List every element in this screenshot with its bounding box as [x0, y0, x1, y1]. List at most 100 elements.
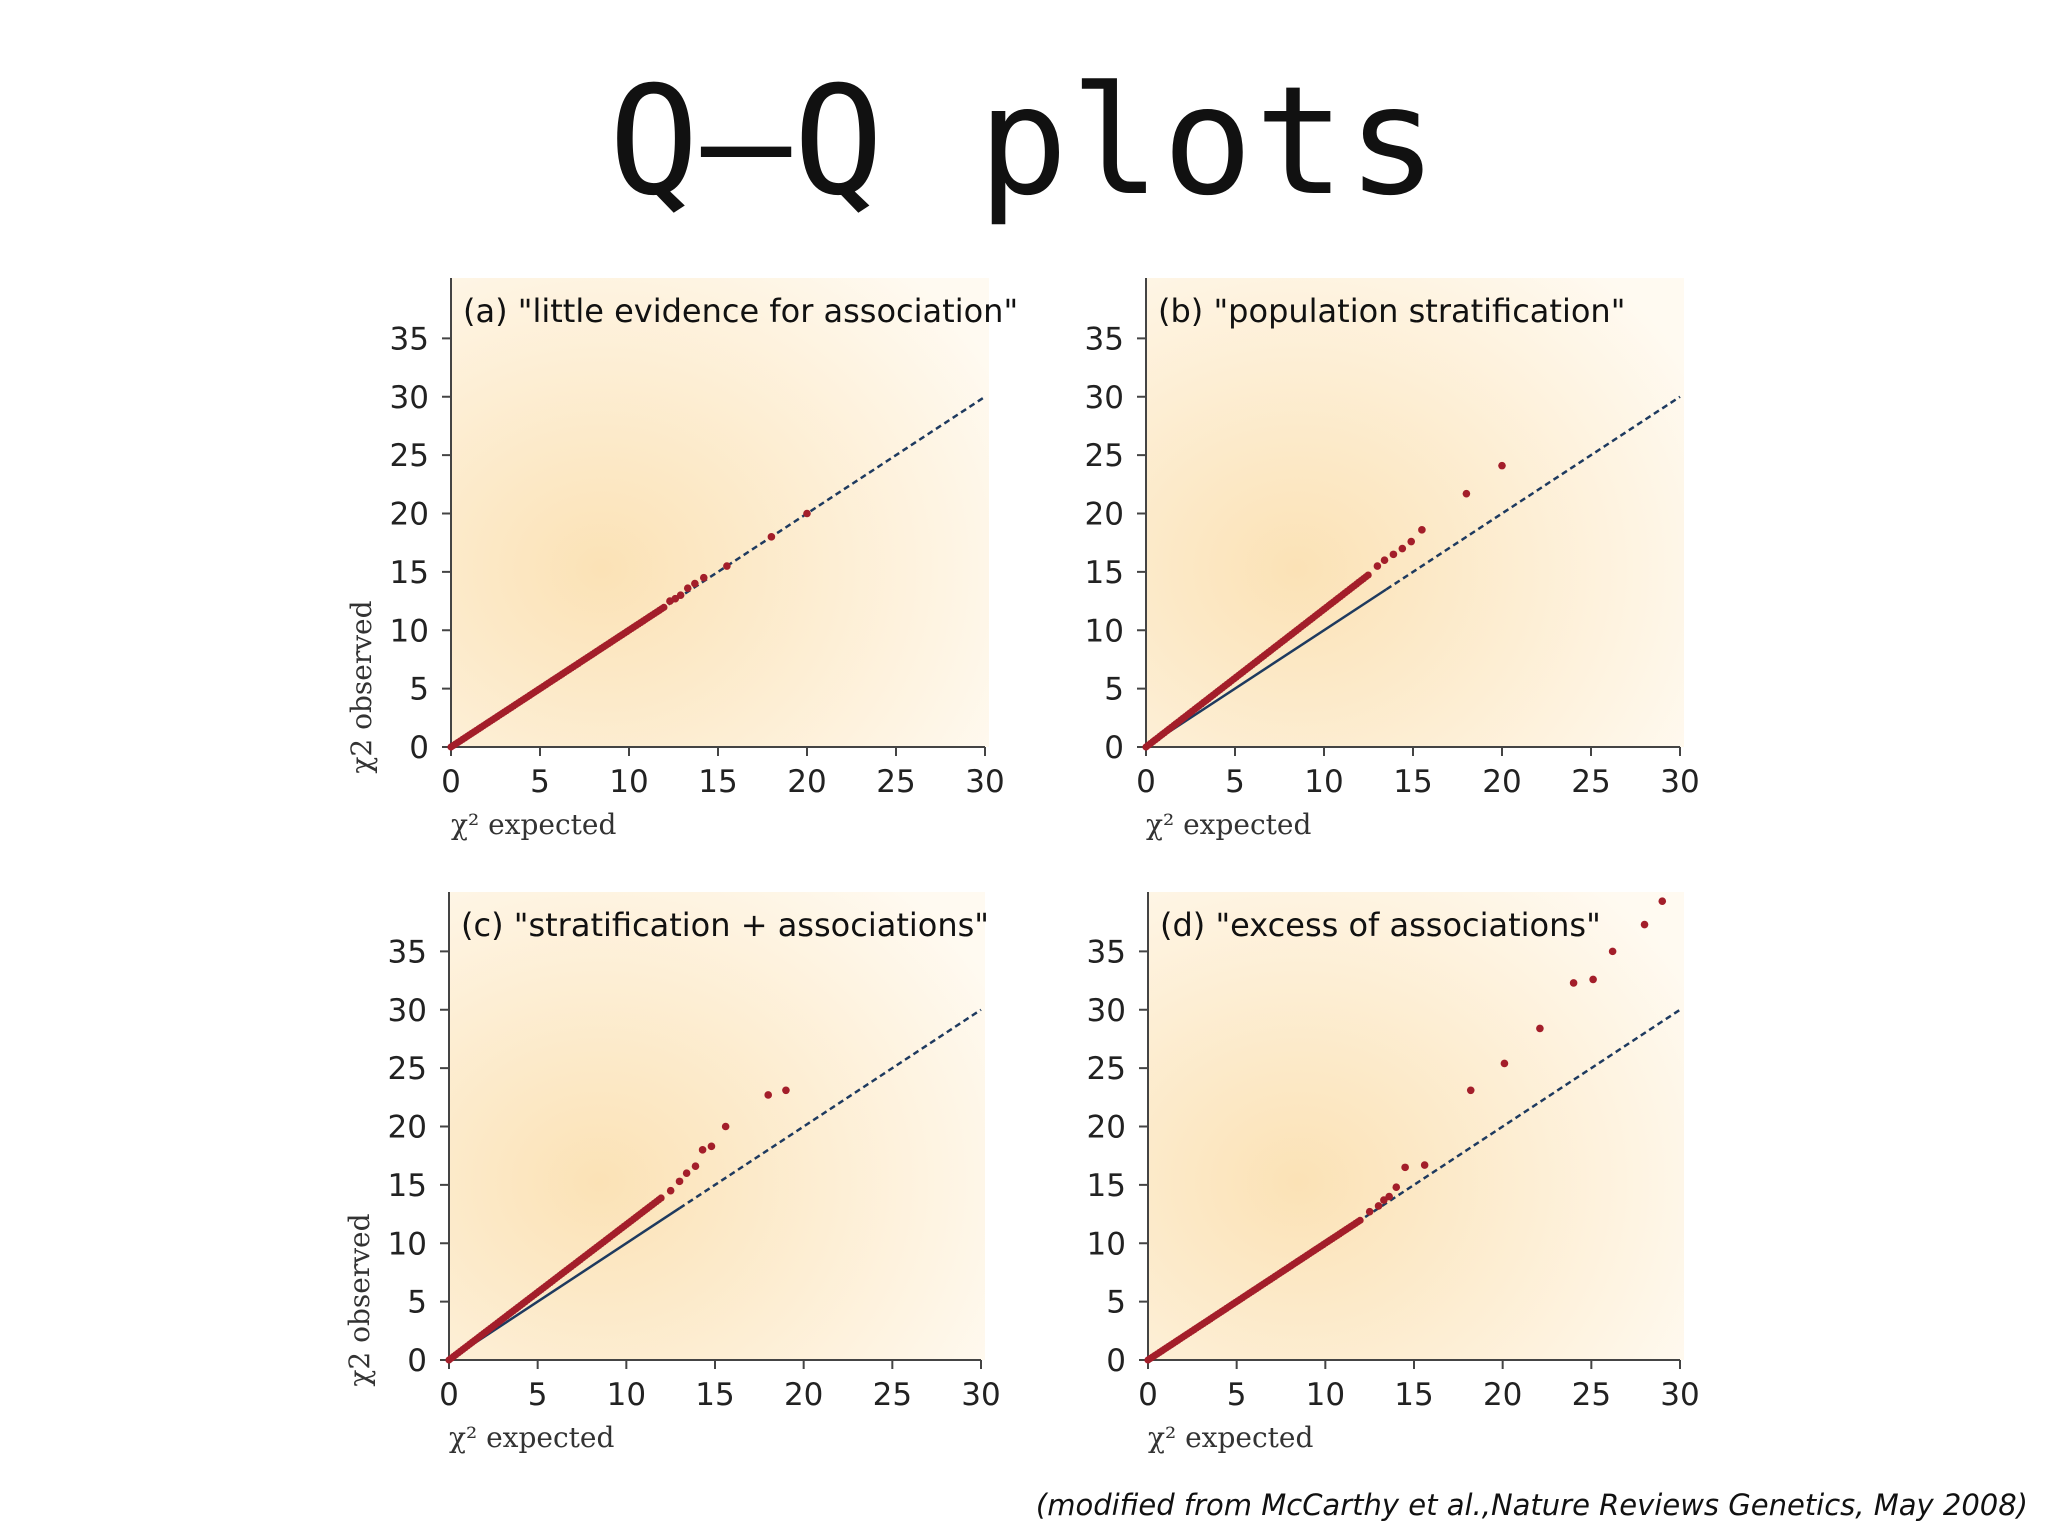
- x-tick-label: 20: [1483, 1377, 1522, 1413]
- x-tick-label: 20: [1482, 764, 1521, 800]
- y-tick-label: 30: [1087, 993, 1126, 1029]
- x-tick-label: 25: [1572, 1377, 1611, 1413]
- y-tick-label: 35: [1087, 934, 1126, 970]
- data-point: [1462, 489, 1471, 498]
- y-tick-label: 5: [1106, 1285, 1126, 1321]
- x-tick-label: 15: [695, 1377, 734, 1413]
- data-point: [1420, 1161, 1429, 1169]
- data-point: [666, 1186, 675, 1195]
- data-point: [657, 1194, 665, 1202]
- y-tick-label: 10: [390, 613, 429, 649]
- data-point: [782, 1086, 790, 1095]
- y-tick-label: 20: [1087, 1110, 1126, 1146]
- y-tick-label: 35: [1085, 321, 1124, 357]
- y-tick-label: 5: [407, 1285, 427, 1321]
- panel-background: [1148, 892, 1684, 1360]
- data-point: [691, 579, 699, 588]
- y-tick-label: 10: [1087, 1226, 1126, 1262]
- y-tick-label: 20: [1085, 497, 1124, 533]
- y-tick-label: 30: [1085, 380, 1124, 416]
- panel-background: [451, 278, 989, 747]
- y-tick-label: 30: [390, 380, 429, 416]
- reference-line-solid: [1145, 588, 1387, 749]
- y-tick-label: 15: [388, 1168, 427, 1204]
- x-tick-label: 25: [1571, 764, 1610, 800]
- x-tick-label: 0: [439, 1377, 459, 1413]
- x-tick-label: 5: [1225, 764, 1245, 800]
- y-tick-label: 35: [390, 321, 429, 357]
- x-tick-label: 30: [965, 764, 1004, 800]
- y-tick-label: 0: [409, 730, 429, 766]
- data-point: [1418, 526, 1426, 534]
- panel-d: 0 5 10 15 20 25 30 0 5 10 15 20 25 30 35 χ² expected (d)…: [1087, 892, 1700, 1454]
- y-tick-label: 0: [1106, 1343, 1126, 1379]
- data-point: [675, 1177, 684, 1186]
- x-tick-label: 5: [1227, 1377, 1247, 1413]
- data-point: [1401, 1163, 1409, 1172]
- data-point: [1569, 979, 1578, 987]
- data-point: [1389, 550, 1398, 559]
- data-point: [1374, 1202, 1383, 1210]
- data-point: [676, 591, 685, 600]
- data-point: [1608, 947, 1617, 956]
- y-tick-label: 25: [390, 438, 429, 474]
- y-tick-label: 20: [390, 497, 429, 533]
- panel-background: [1146, 278, 1684, 747]
- reference-line-dashed: [1385, 395, 1681, 591]
- observed-points: [445, 1086, 790, 1364]
- y-tick-label: 5: [1104, 672, 1124, 708]
- y-tick-label: 20: [388, 1110, 427, 1146]
- data-point: [1380, 556, 1389, 564]
- x-tick-label: 0: [1136, 764, 1156, 800]
- y-axis-label: χ2 observed: [345, 600, 378, 773]
- x-tick-label: 30: [1660, 764, 1699, 800]
- data-point: [767, 533, 776, 541]
- data-point: [1500, 1059, 1509, 1068]
- x-tick-label: 15: [1394, 1377, 1433, 1413]
- reference-line-dashed: [678, 1008, 982, 1210]
- x-axis-label: χ² expected: [1146, 808, 1311, 841]
- x-tick-label: 15: [698, 764, 737, 800]
- data-point: [707, 1142, 716, 1151]
- x-tick-label: 5: [530, 764, 550, 800]
- x-tick-label: 10: [1306, 1377, 1345, 1413]
- x-tick-label: 5: [528, 1377, 548, 1413]
- x-tick-label: 25: [876, 764, 915, 800]
- x-tick-label: 10: [1304, 764, 1343, 800]
- x-tick-label: 0: [1138, 1377, 1158, 1413]
- data-point: [1373, 562, 1382, 570]
- x-tick-label: 30: [961, 1377, 1000, 1413]
- data-point: [682, 1169, 691, 1177]
- data-point: [1364, 571, 1372, 579]
- data-point: [723, 562, 731, 570]
- y-tick-label: 10: [1085, 613, 1124, 649]
- panel-title: (d) "excess of associations": [1160, 906, 1601, 944]
- data-point: [660, 603, 668, 611]
- x-axis-label: χ² expected: [451, 808, 616, 841]
- y-tick-label: 25: [388, 1051, 427, 1087]
- data-point: [691, 1162, 700, 1170]
- observed-points: [1144, 897, 1667, 1364]
- panel-title: (c) "stratification + associations": [461, 906, 989, 944]
- observed-points: [447, 509, 811, 751]
- y-tick-label: 0: [1104, 730, 1124, 766]
- data-point: [699, 573, 708, 582]
- x-tick-label: 30: [1660, 1377, 1699, 1413]
- y-tick-label: 15: [390, 555, 429, 591]
- data-point: [1398, 544, 1407, 553]
- data-point: [683, 584, 692, 593]
- data-point: [803, 509, 811, 518]
- citation: (modified from McCarthy et al.,Nature Re…: [1035, 1488, 2028, 1522]
- y-tick-label: 15: [1085, 555, 1124, 591]
- panel-title: (b) "population stratification": [1158, 292, 1625, 330]
- data-point: [1392, 1183, 1401, 1192]
- x-tick-label: 10: [609, 764, 648, 800]
- data-point: [721, 1122, 730, 1131]
- x-tick-label: 20: [787, 764, 826, 800]
- y-tick-label: 25: [1087, 1051, 1126, 1087]
- reference-line-dashed: [450, 395, 986, 749]
- x-tick-label: 0: [441, 764, 461, 800]
- panel-background: [449, 892, 985, 1360]
- data-point: [1365, 1207, 1374, 1216]
- data-point: [1356, 1216, 1364, 1224]
